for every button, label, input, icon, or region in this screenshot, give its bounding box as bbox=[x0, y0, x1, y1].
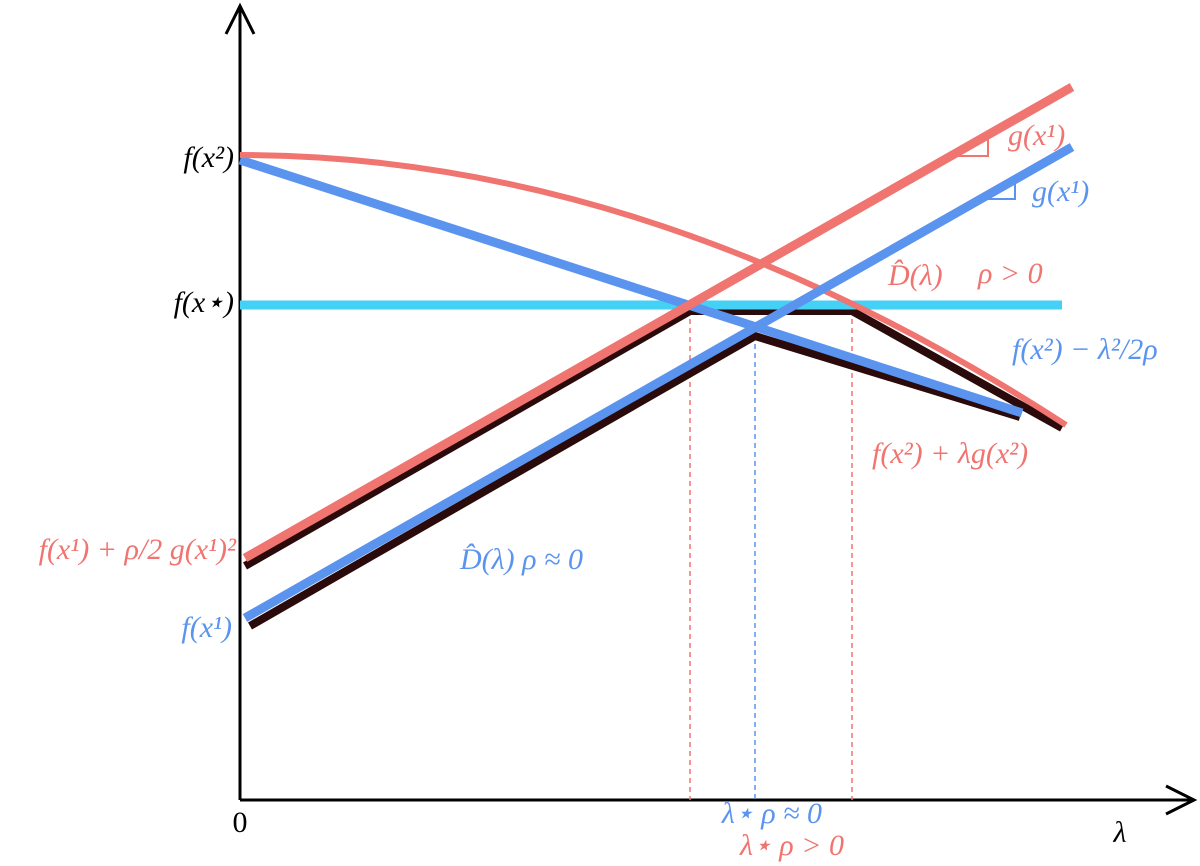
slope-mark bbox=[958, 139, 989, 157]
red-curve-x2 bbox=[239, 152, 1068, 428]
y-arrow bbox=[224, 2, 256, 35]
curve-label: ρ > 0 bbox=[977, 257, 1043, 290]
dual-rho-pos bbox=[243, 307, 1064, 570]
axes bbox=[224, 2, 1198, 816]
blue-line-x1 bbox=[242, 143, 1075, 622]
y-label: f(x²) bbox=[183, 141, 234, 174]
y-label: f(x¹) bbox=[181, 611, 232, 644]
lambda-label: λ⋆ ρ ≈ 0 bbox=[721, 797, 822, 830]
curve-label: D̂(λ) ρ ≈ 0 bbox=[459, 543, 583, 576]
y-label: f(x⋆) bbox=[174, 286, 234, 319]
slope-mark bbox=[985, 182, 1016, 200]
curve-label: D̂(λ) bbox=[887, 259, 943, 292]
curve-label: f(x²) + λg(x²) bbox=[872, 437, 1028, 470]
blue-line-x2 bbox=[238, 155, 1024, 418]
red-line-x1 bbox=[242, 83, 1075, 562]
curve-label: f(x²) − λ²/2ρ bbox=[1012, 333, 1158, 366]
dual-rho-zero bbox=[248, 331, 1022, 630]
x-label: λ bbox=[1113, 816, 1127, 849]
origin-label: 0 bbox=[233, 806, 248, 839]
y-label: f(x¹) + ρ/2 g(x¹)² bbox=[39, 533, 237, 566]
lambda-label: λ⋆ ρ > 0 bbox=[739, 829, 844, 862]
curve-label: g(x¹) bbox=[1032, 175, 1089, 208]
curve-label: g(x¹) bbox=[1008, 119, 1065, 152]
guides bbox=[689, 310, 853, 800]
x-arrow bbox=[1165, 784, 1198, 816]
